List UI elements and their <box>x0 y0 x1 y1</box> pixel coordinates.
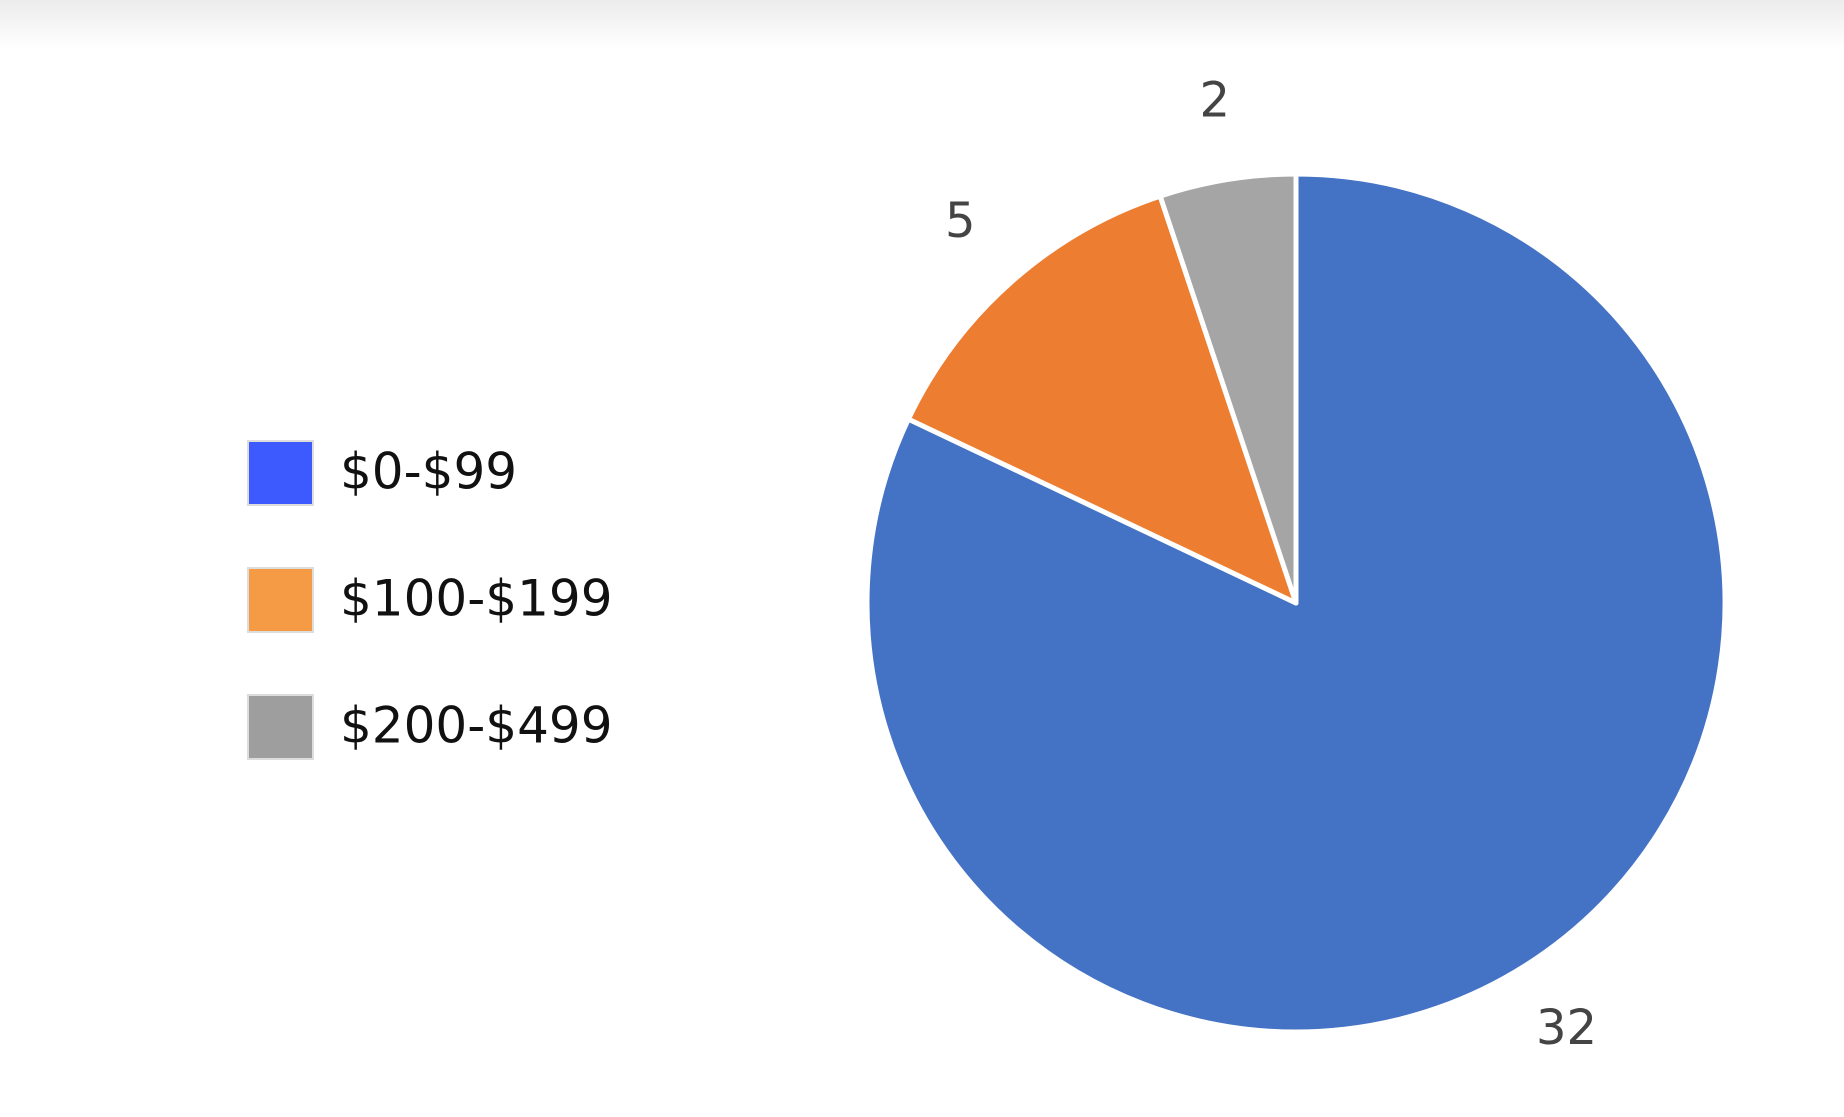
pie-slice <box>905 193 1299 606</box>
legend-label: $100-$199 <box>340 570 613 628</box>
legend-swatch <box>247 440 314 506</box>
top-bar <box>0 0 1844 50</box>
pie-slice <box>864 171 1728 1035</box>
data-label: 5 <box>945 193 976 249</box>
data-label: 32 <box>1536 1000 1597 1056</box>
legend-swatch <box>247 694 314 760</box>
legend-swatch <box>247 567 314 633</box>
legend-label: $0-$99 <box>340 443 517 501</box>
legend-label: $200-$499 <box>340 697 613 755</box>
pie-slice <box>1157 171 1299 606</box>
data-label: 2 <box>1200 72 1231 128</box>
